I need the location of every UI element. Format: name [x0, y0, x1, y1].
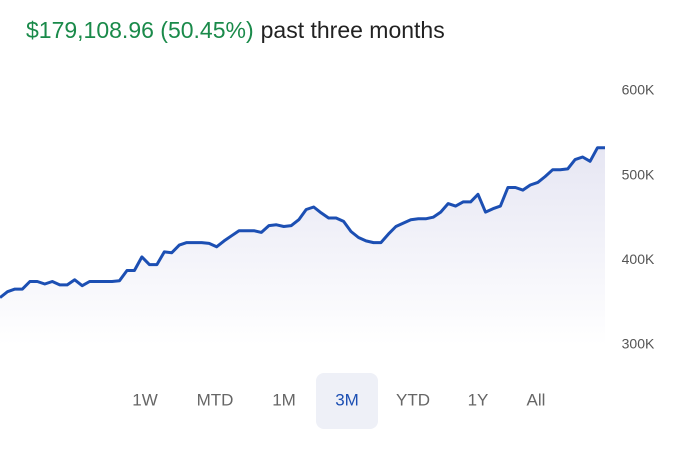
y-tick-label: 600K	[622, 82, 655, 98]
range-tab[interactable]: YTD	[396, 390, 430, 409]
y-tick-label: 300K	[622, 336, 655, 352]
period-label: past three months	[261, 17, 445, 43]
range-tab[interactable]: 1M	[272, 390, 296, 409]
range-tab[interactable]: 1Y	[468, 390, 489, 409]
range-tab[interactable]: MTD	[197, 390, 234, 409]
range-tab[interactable]: All	[527, 390, 546, 409]
range-tab[interactable]: 1W	[132, 390, 158, 409]
change-value: $179,108.96 (50.45%)	[26, 17, 254, 43]
y-tick-label: 500K	[622, 166, 655, 182]
price-line	[0, 146, 605, 299]
y-tick-label: 400K	[622, 251, 655, 267]
area	[0, 147, 605, 345]
tab-selected-bg	[316, 373, 378, 429]
range-tab[interactable]: 3M	[335, 390, 359, 409]
